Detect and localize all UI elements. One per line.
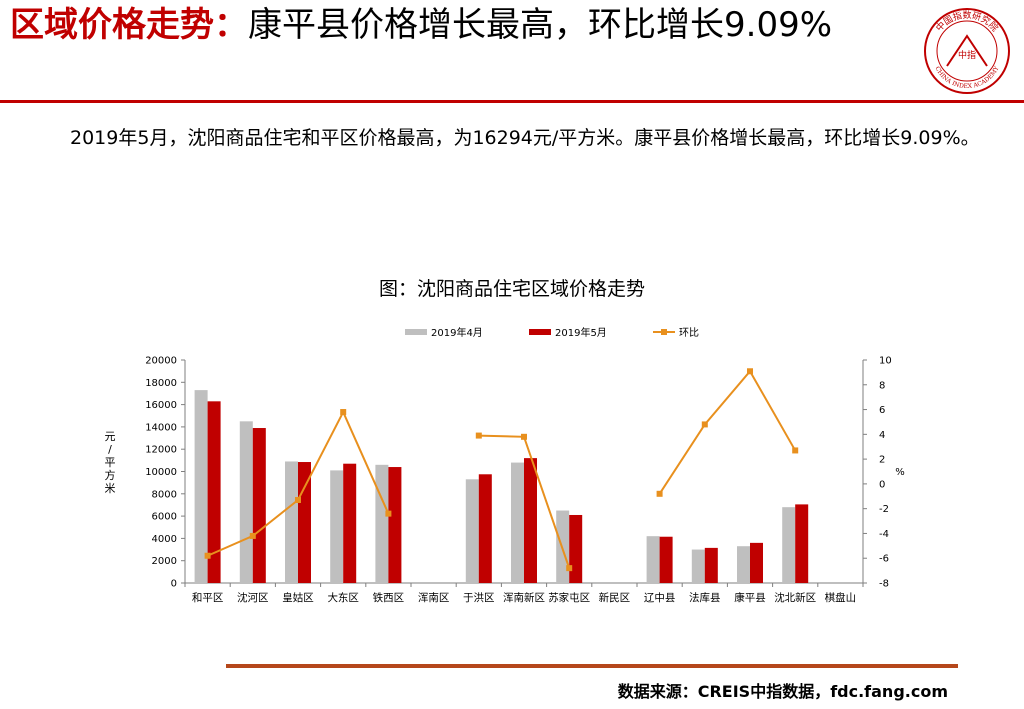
- y-right-tick-label: -6: [879, 554, 889, 565]
- y-left-axis-label-char: /: [108, 443, 112, 456]
- logo-text-center: 中指: [958, 49, 976, 61]
- mom-change-point: [656, 490, 663, 497]
- mom-change-point: [249, 532, 256, 539]
- y-right-axis-label: %: [895, 467, 905, 478]
- mom-change-point: [701, 421, 708, 428]
- x-tick-label: 康平县: [734, 591, 766, 604]
- y-left-tick-label: 16000: [145, 400, 177, 411]
- bar-april: [330, 470, 344, 583]
- bar-may: [207, 401, 221, 583]
- china-index-academy-logo-icon: 中国指数研究院 CHINA INDEX ACADEMY 中指: [924, 8, 1010, 94]
- bar-april: [465, 479, 479, 583]
- y-left-tick-label: 14000: [145, 422, 177, 433]
- bar-may: [252, 428, 266, 583]
- x-tick-label: 于洪区: [463, 592, 495, 604]
- y-left-axis-label-char: 平: [105, 456, 116, 469]
- chart-heading: 图：沈阳商品住宅区域价格走势: [378, 278, 645, 300]
- bar-may: [524, 458, 537, 583]
- y-right-tick-label: -4: [879, 529, 889, 540]
- bar-april: [737, 546, 750, 583]
- mom-change-point: [385, 510, 392, 517]
- y-right-tick-label: 0: [879, 479, 885, 490]
- mom-change-point: [295, 496, 301, 503]
- summary-text: 2019年5月，沈阳商品住宅和平区价格最高，为16294元/平方米。康平县价格增…: [70, 127, 980, 149]
- legend-swatch-marker: [661, 329, 667, 335]
- title-lead: 区域价格走势：: [10, 5, 248, 45]
- y-left-tick-label: 0: [171, 579, 177, 590]
- y-left-axis-label-char: 米: [105, 482, 116, 495]
- x-tick-label: 新民区: [599, 591, 631, 604]
- x-tick-label: 和平区: [192, 592, 224, 604]
- mom-change-point: [521, 433, 527, 440]
- y-left-axis-label-char: 方: [105, 468, 116, 482]
- bar-april: [511, 462, 524, 583]
- x-tick-label: 皇姑区: [282, 591, 314, 604]
- bar-may: [388, 467, 402, 583]
- legend-label: 2019年4月: [431, 326, 483, 339]
- y-right-tick-label: 10: [879, 356, 892, 367]
- bar-april: [691, 549, 705, 583]
- bar-april: [239, 421, 253, 583]
- y-left-tick-label: 10000: [145, 467, 177, 478]
- data-source: 数据来源：CREIS中指数据，fdc.fang.com: [617, 682, 948, 701]
- y-right-tick-label: 8: [879, 380, 885, 391]
- y-right-tick-label: 4: [879, 430, 885, 441]
- legend-label: 环比: [679, 327, 699, 339]
- bar-april: [194, 390, 208, 583]
- bar-april: [782, 507, 796, 583]
- x-tick-label: 浑南新区: [503, 591, 545, 604]
- y-left-tick-label: 12000: [145, 445, 177, 456]
- x-tick-label: 辽中县: [644, 591, 676, 604]
- mom-change-line: [658, 369, 797, 495]
- y-left-tick-label: 2000: [152, 556, 177, 567]
- x-tick-label: 浑南区: [418, 591, 450, 604]
- legend-swatch: [405, 329, 427, 335]
- x-tick-label: 大东区: [327, 591, 359, 604]
- y-left-axis-label-char: 元: [105, 430, 116, 443]
- bar-may: [795, 504, 809, 583]
- y-left-tick-label: 18000: [145, 378, 177, 389]
- bar-may: [659, 536, 673, 583]
- y-left-tick-label: 4000: [152, 534, 177, 545]
- mom-change-point: [204, 552, 211, 559]
- y-right-tick-label: 2: [879, 455, 885, 466]
- bar-april: [646, 536, 660, 583]
- x-tick-label: 铁西区: [373, 591, 405, 604]
- x-tick-label: 法库县: [689, 591, 721, 604]
- y-left-tick-label: 6000: [152, 512, 177, 523]
- x-tick-label: 沈河区: [237, 591, 269, 604]
- mom-change-point: [566, 565, 573, 572]
- bar-may: [343, 463, 357, 583]
- footer-divider: [226, 664, 958, 668]
- mom-change-point: [340, 409, 347, 416]
- y-right-tick-label: -2: [879, 504, 889, 515]
- title-divider: [0, 100, 1024, 103]
- legend-swatch: [529, 329, 551, 335]
- bar-may: [569, 514, 583, 583]
- y-left-tick-label: 20000: [145, 356, 177, 367]
- mom-change-point: [475, 432, 482, 439]
- page-title: 区域价格走势：康平县价格增长最高，环比增长9.09%: [10, 4, 910, 46]
- y-left-tick-label: 8000: [152, 489, 177, 500]
- x-tick-label: 棋盘山: [825, 591, 857, 604]
- bar-april: [285, 461, 298, 583]
- x-tick-label: 沈北新区: [774, 591, 816, 604]
- title-rest: 康平县价格增长最高，环比增长9.09%: [248, 5, 833, 45]
- y-right-tick-label: -8: [879, 579, 889, 590]
- bar-april: [375, 464, 389, 583]
- mom-change-point: [792, 447, 799, 454]
- bar-may: [478, 474, 492, 583]
- y-right-tick-label: 6: [879, 405, 885, 416]
- bar-may: [750, 542, 763, 583]
- x-tick-label: 苏家屯区: [548, 591, 590, 604]
- mom-change-point: [747, 368, 753, 375]
- legend-label: 2019年5月: [555, 326, 607, 339]
- bar-may: [704, 547, 718, 583]
